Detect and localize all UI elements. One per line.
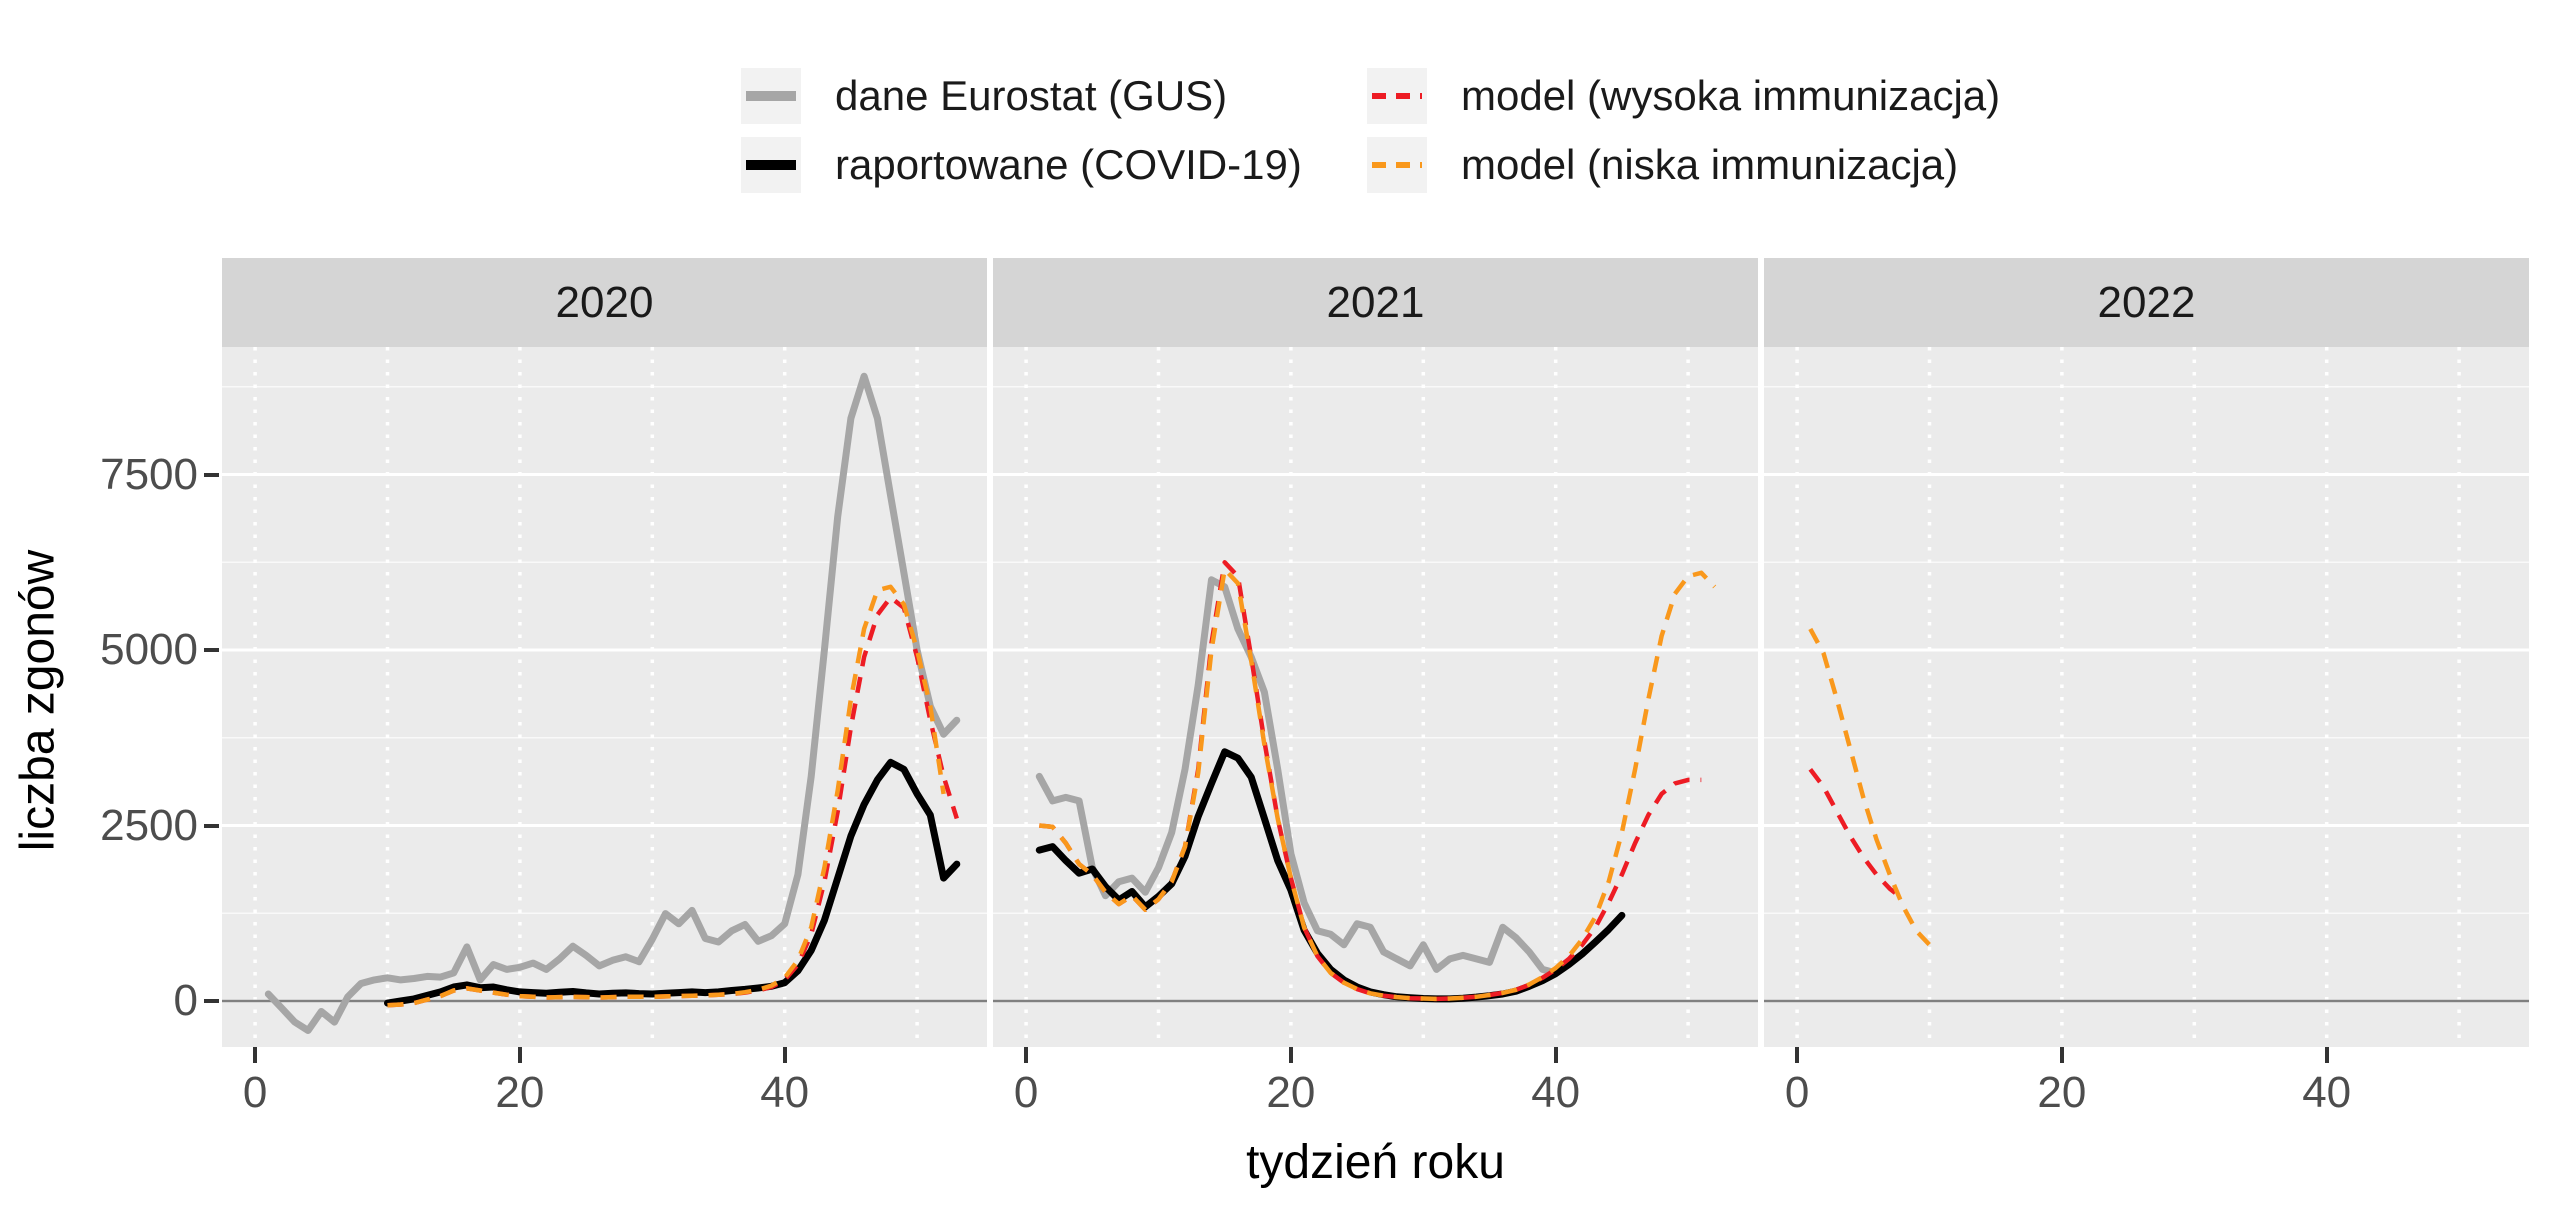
x-tick-mark <box>2324 1047 2329 1063</box>
series-eurostat-2020 <box>264 372 961 1034</box>
series-niska-2020 <box>387 584 946 1008</box>
facet-strip-2021: 2021 <box>993 258 1758 347</box>
x-tick-mark <box>1553 1047 1558 1063</box>
y-tick-mark <box>204 999 219 1003</box>
x-tick-label: 20 <box>2037 1068 2087 1117</box>
y-tick-label: 2500 <box>100 800 198 850</box>
legend-key-niska-line-icon <box>1367 137 1427 193</box>
legend-key-eurostat-line-icon <box>741 68 801 124</box>
y-tick-mark <box>204 648 219 652</box>
legend-label: model (wysoka immunizacja) <box>1461 72 2001 119</box>
legend-key-wysoka-line-icon <box>1367 68 1427 124</box>
x-tick-label: 40 <box>2302 1068 2352 1117</box>
y-tick-label: 0 <box>173 976 198 1025</box>
y-tick-label: 5000 <box>100 625 198 674</box>
series-niska-2022 <box>1808 627 1932 947</box>
x-tick-label: 40 <box>1531 1068 1581 1117</box>
x-tick-label: 20 <box>495 1068 545 1117</box>
plot-panel-2022 <box>1764 347 2529 1047</box>
x-tick-mark <box>1024 1047 1029 1063</box>
x-tick-mark <box>2059 1047 2064 1063</box>
x-tick-label: 40 <box>760 1068 810 1117</box>
legend-label: raportowane (COVID-19) <box>835 141 1302 188</box>
series-niska-2021 <box>1039 567 1717 1002</box>
x-tick-label: 0 <box>1013 1068 1039 1117</box>
legend-item-eurostat: dane Eurostat (GUS) <box>741 68 1227 124</box>
series-raportowane-2020 <box>384 758 961 1007</box>
legend-item-raportowane: raportowane (COVID-19) <box>741 137 1302 193</box>
x-tick-label: 0 <box>242 1068 268 1117</box>
x-tick-label: 0 <box>1784 1068 1810 1117</box>
plot-panel-2021 <box>993 347 1758 1047</box>
x-axis-title: tydzień roku <box>1246 1136 1505 1189</box>
series-wysoka-2022 <box>1808 767 1905 901</box>
y-tick-mark <box>204 472 219 477</box>
facet-strip-2020: 2020 <box>222 258 987 347</box>
y-tick-mark <box>204 823 219 828</box>
plot-panel-2020 <box>222 347 987 1047</box>
x-tick-mark <box>253 1047 258 1063</box>
y-tick-label: 7500 <box>100 449 198 499</box>
y-axis-title: liczba zgonów <box>11 549 65 852</box>
facet-strip-2022: 2022 <box>1764 258 2529 347</box>
series-eurostat-2021 <box>1035 576 1560 977</box>
x-tick-mark <box>782 1047 787 1063</box>
x-tick-label: 20 <box>1266 1068 1316 1117</box>
legend-key-raportowane-line-icon <box>741 137 801 193</box>
legend-item-niska: model (niska immunizacja) <box>1367 137 1958 193</box>
legend-item-wysoka: model (wysoka immunizacja) <box>1367 68 2000 124</box>
x-tick-mark <box>1795 1047 1800 1063</box>
x-tick-mark <box>1288 1047 1293 1063</box>
legend-label: model (niska immunizacja) <box>1461 141 1959 188</box>
legend-label: dane Eurostat (GUS) <box>835 72 1228 119</box>
x-tick-mark <box>517 1047 522 1063</box>
